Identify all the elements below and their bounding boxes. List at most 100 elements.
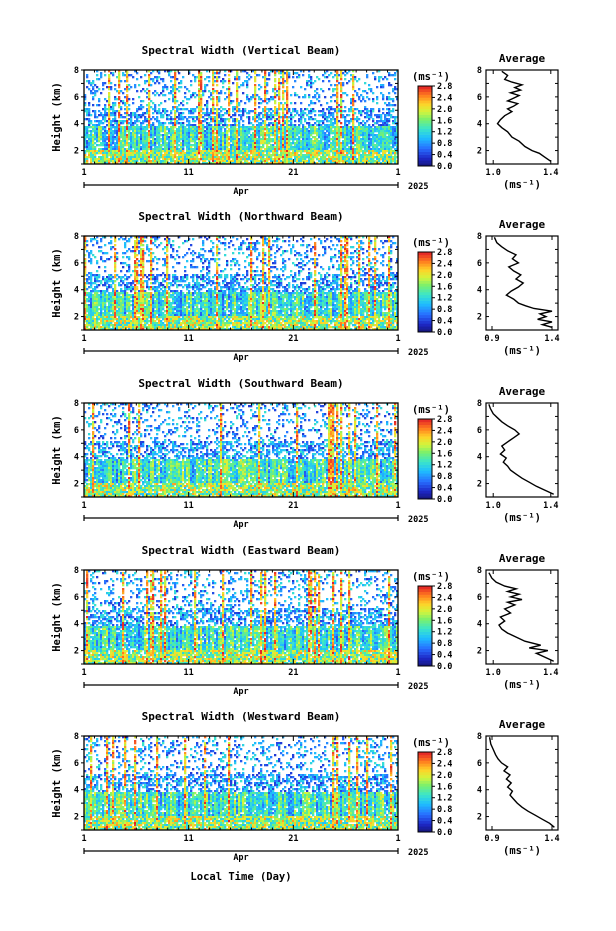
profile-frame <box>485 235 559 331</box>
profile-x-tick-label: 0.9 <box>484 834 499 844</box>
colorbar-tick-label: 0.8 <box>437 472 452 482</box>
average-profile: Average 2 4 6 8 1.0 1.4(ms⁻¹) <box>477 385 559 524</box>
colorbar-frame <box>417 585 433 667</box>
colorbar-tick-label: 0.8 <box>437 139 452 149</box>
year-label: 2025 <box>408 848 428 858</box>
profile-y-tick-label: 6 <box>477 93 482 103</box>
heatmap-y-tick-label: 8 <box>74 566 79 576</box>
colorbar-frame <box>417 251 433 333</box>
month-bar: Apr 2025 <box>83 182 428 197</box>
heatmap-x-tick-label: 1 <box>81 168 86 178</box>
chart-title: Spectral Width (Southward Beam) <box>138 377 343 390</box>
chart-title: Spectral Width (Westward Beam) <box>142 710 341 723</box>
colorbar-tick-label: 2.0 <box>437 771 452 781</box>
heatmap-x-axis: 1 11 21 1 <box>81 736 401 844</box>
colorbar: 0.00.4 0.81.2 1.62.0 2.42.8(ms⁻¹) <box>412 237 452 338</box>
profile-y-tick-label: 6 <box>477 259 482 269</box>
colorbar-tick-label: 2.8 <box>437 748 452 758</box>
heatmap-x-axis: 1 11 21 1 <box>81 570 401 678</box>
month-bar: Apr 2025 <box>83 848 428 863</box>
colorbar-tick-label: 1.6 <box>437 782 452 792</box>
heatmap-cells <box>84 570 399 665</box>
heatmap-y-tick-label: 2 <box>74 147 79 157</box>
year-label: 2025 <box>408 682 428 692</box>
year-label: 2025 <box>408 515 428 525</box>
colorbar-tick-label: 0.4 <box>437 317 452 327</box>
month-label: Apr <box>233 853 248 863</box>
colorbar-tick-label: 0.8 <box>437 805 452 815</box>
heatmap-x-tick-label: 21 <box>288 334 298 344</box>
colorbar-tick-label: 2.0 <box>437 438 452 448</box>
panel-3: Spectral Width (Southward Beam) 2 4 6 8 Heigh… <box>51 377 559 530</box>
colorbar: 0.00.4 0.81.2 1.62.0 2.42.8(ms⁻¹) <box>412 571 452 672</box>
profile-y-tick-label: 8 <box>477 732 482 742</box>
profile-title: Average <box>499 52 546 65</box>
colorbar-unit-label: (ms⁻¹) <box>412 571 450 583</box>
heatmap-y-tick-label: 6 <box>74 593 79 603</box>
profile-frame <box>485 69 559 165</box>
heatmap-y-tick-label: 6 <box>74 259 79 269</box>
chart-title: Spectral Width (Northward Beam) <box>138 210 343 223</box>
colorbar-tick-label: 2.4 <box>437 259 452 269</box>
profile-frame <box>485 735 559 831</box>
profile-y-tick-label: 8 <box>477 66 482 76</box>
heatmap-y-tick-label: 6 <box>74 426 79 436</box>
profile-y-tick-label: 8 <box>477 399 482 409</box>
profile-x-tick-label: 0.9 <box>484 334 499 344</box>
profile-y-tick-label: 8 <box>477 566 482 576</box>
profile-y-tick-label: 4 <box>477 286 482 296</box>
colorbar-tick-label: 2.4 <box>437 593 452 603</box>
colorbar-tick-label: 1.6 <box>437 282 452 292</box>
heatmap-x-tick-label: 21 <box>288 834 298 844</box>
colorbar-tick-label: 0.8 <box>437 305 452 315</box>
profile-line <box>488 404 554 495</box>
profile-title: Average <box>499 718 546 731</box>
colorbar-tick-label: 0.4 <box>437 651 452 661</box>
panel-1: Spectral Width (Vertical Beam) 2 4 6 8 Height… <box>51 44 559 197</box>
profile-line <box>493 237 553 328</box>
chart-title: Spectral Width (Vertical Beam) <box>142 44 341 57</box>
average-profile: Average 2 4 6 8 0.9 1.4(ms⁻¹) <box>477 218 560 357</box>
colorbar-tick-label: 0.4 <box>437 484 452 494</box>
profile-x-tick-label: 1.4 <box>543 168 558 178</box>
heatmap-y-label: Height (km) <box>51 82 63 152</box>
colorbar-tick-label: 2.8 <box>437 82 452 92</box>
colorbar-tick-label: 0.4 <box>437 817 452 827</box>
year-label: 2025 <box>408 182 428 192</box>
colorbar-frame <box>417 751 433 833</box>
profile-y-tick-label: 6 <box>477 593 482 603</box>
profile-y-tick-label: 2 <box>477 647 482 657</box>
colorbar-unit-label: (ms⁻¹) <box>412 71 450 83</box>
colorbar-tick-label: 2.4 <box>437 759 452 769</box>
profile-x-tick-label: 1.0 <box>486 501 501 511</box>
profile-y-tick-label: 4 <box>477 620 482 630</box>
colorbar-tick-label: 2.8 <box>437 582 452 592</box>
heatmap-y-axis: 2 4 6 8 Height (km) <box>51 566 398 665</box>
colorbar: 0.00.4 0.81.2 1.62.0 2.42.8(ms⁻¹) <box>412 737 452 838</box>
colorbar-tick-label: 2.8 <box>437 415 452 425</box>
heatmap-x-tick-label: 1 <box>395 334 400 344</box>
colorbar-tick-label: 2.0 <box>437 605 452 615</box>
heatmap-y-label: Height (km) <box>51 415 63 485</box>
profile-y-tick-label: 4 <box>477 786 482 796</box>
colorbar-tick-label: 0.4 <box>437 151 452 161</box>
heatmap-x-axis: 1 11 21 1 <box>81 403 401 511</box>
panel-5: Spectral Width (Westward Beam) 2 4 6 8 Height… <box>51 710 560 863</box>
profile-y-tick-label: 6 <box>477 759 482 769</box>
heatmap-x-tick-label: 21 <box>288 668 298 678</box>
colorbar-unit-label: (ms⁻¹) <box>412 237 450 249</box>
year-label: 2025 <box>408 348 428 358</box>
panel-4: Spectral Width (Eastward Beam) 2 4 6 8 Height… <box>51 544 559 697</box>
profile-x-tick-label: 1.4 <box>543 668 558 678</box>
heatmap-y-axis: 2 4 6 8 Height (km) <box>51 732 398 831</box>
profile-line <box>488 572 554 662</box>
heatmap-y-tick-label: 8 <box>74 232 79 242</box>
heatmap-x-tick-label: 11 <box>184 501 194 511</box>
profile-x-tick-label: 1.4 <box>543 501 558 511</box>
colorbar-tick-label: 0.0 <box>437 662 452 672</box>
colorbar-tick-label: 2.0 <box>437 105 452 115</box>
colorbar-tick-label: 2.4 <box>437 93 452 103</box>
heatmap-y-axis: 2 4 6 8 Height (km) <box>51 66 398 165</box>
profile-x-label: (ms⁻¹) <box>503 512 541 524</box>
month-label: Apr <box>233 353 248 363</box>
